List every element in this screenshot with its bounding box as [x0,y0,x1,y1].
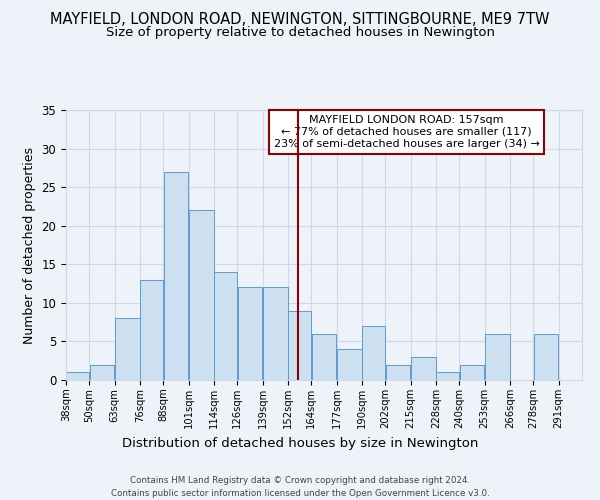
Bar [140,280,163,380]
Bar [89,364,115,380]
Bar [288,310,311,380]
Bar [115,318,140,380]
Bar [189,210,214,380]
Bar [214,272,237,380]
Bar [533,334,559,380]
Bar [337,349,362,380]
Bar [164,172,188,380]
Bar [362,326,385,380]
Text: Contains HM Land Registry data © Crown copyright and database right 2024.
Contai: Contains HM Land Registry data © Crown c… [110,476,490,498]
Y-axis label: Number of detached properties: Number of detached properties [23,146,36,344]
Text: Distribution of detached houses by size in Newington: Distribution of detached houses by size … [122,438,478,450]
Bar [485,334,510,380]
Text: MAYFIELD LONDON ROAD: 157sqm
← 77% of detached houses are smaller (117)
23% of s: MAYFIELD LONDON ROAD: 157sqm ← 77% of de… [274,116,539,148]
Bar [411,357,436,380]
Bar [311,334,337,380]
Bar [460,364,484,380]
Bar [66,372,89,380]
Text: Size of property relative to detached houses in Newington: Size of property relative to detached ho… [106,26,494,39]
Bar [386,364,410,380]
Bar [436,372,459,380]
Text: MAYFIELD, LONDON ROAD, NEWINGTON, SITTINGBOURNE, ME9 7TW: MAYFIELD, LONDON ROAD, NEWINGTON, SITTIN… [50,12,550,28]
Bar [238,288,262,380]
Bar [263,288,288,380]
